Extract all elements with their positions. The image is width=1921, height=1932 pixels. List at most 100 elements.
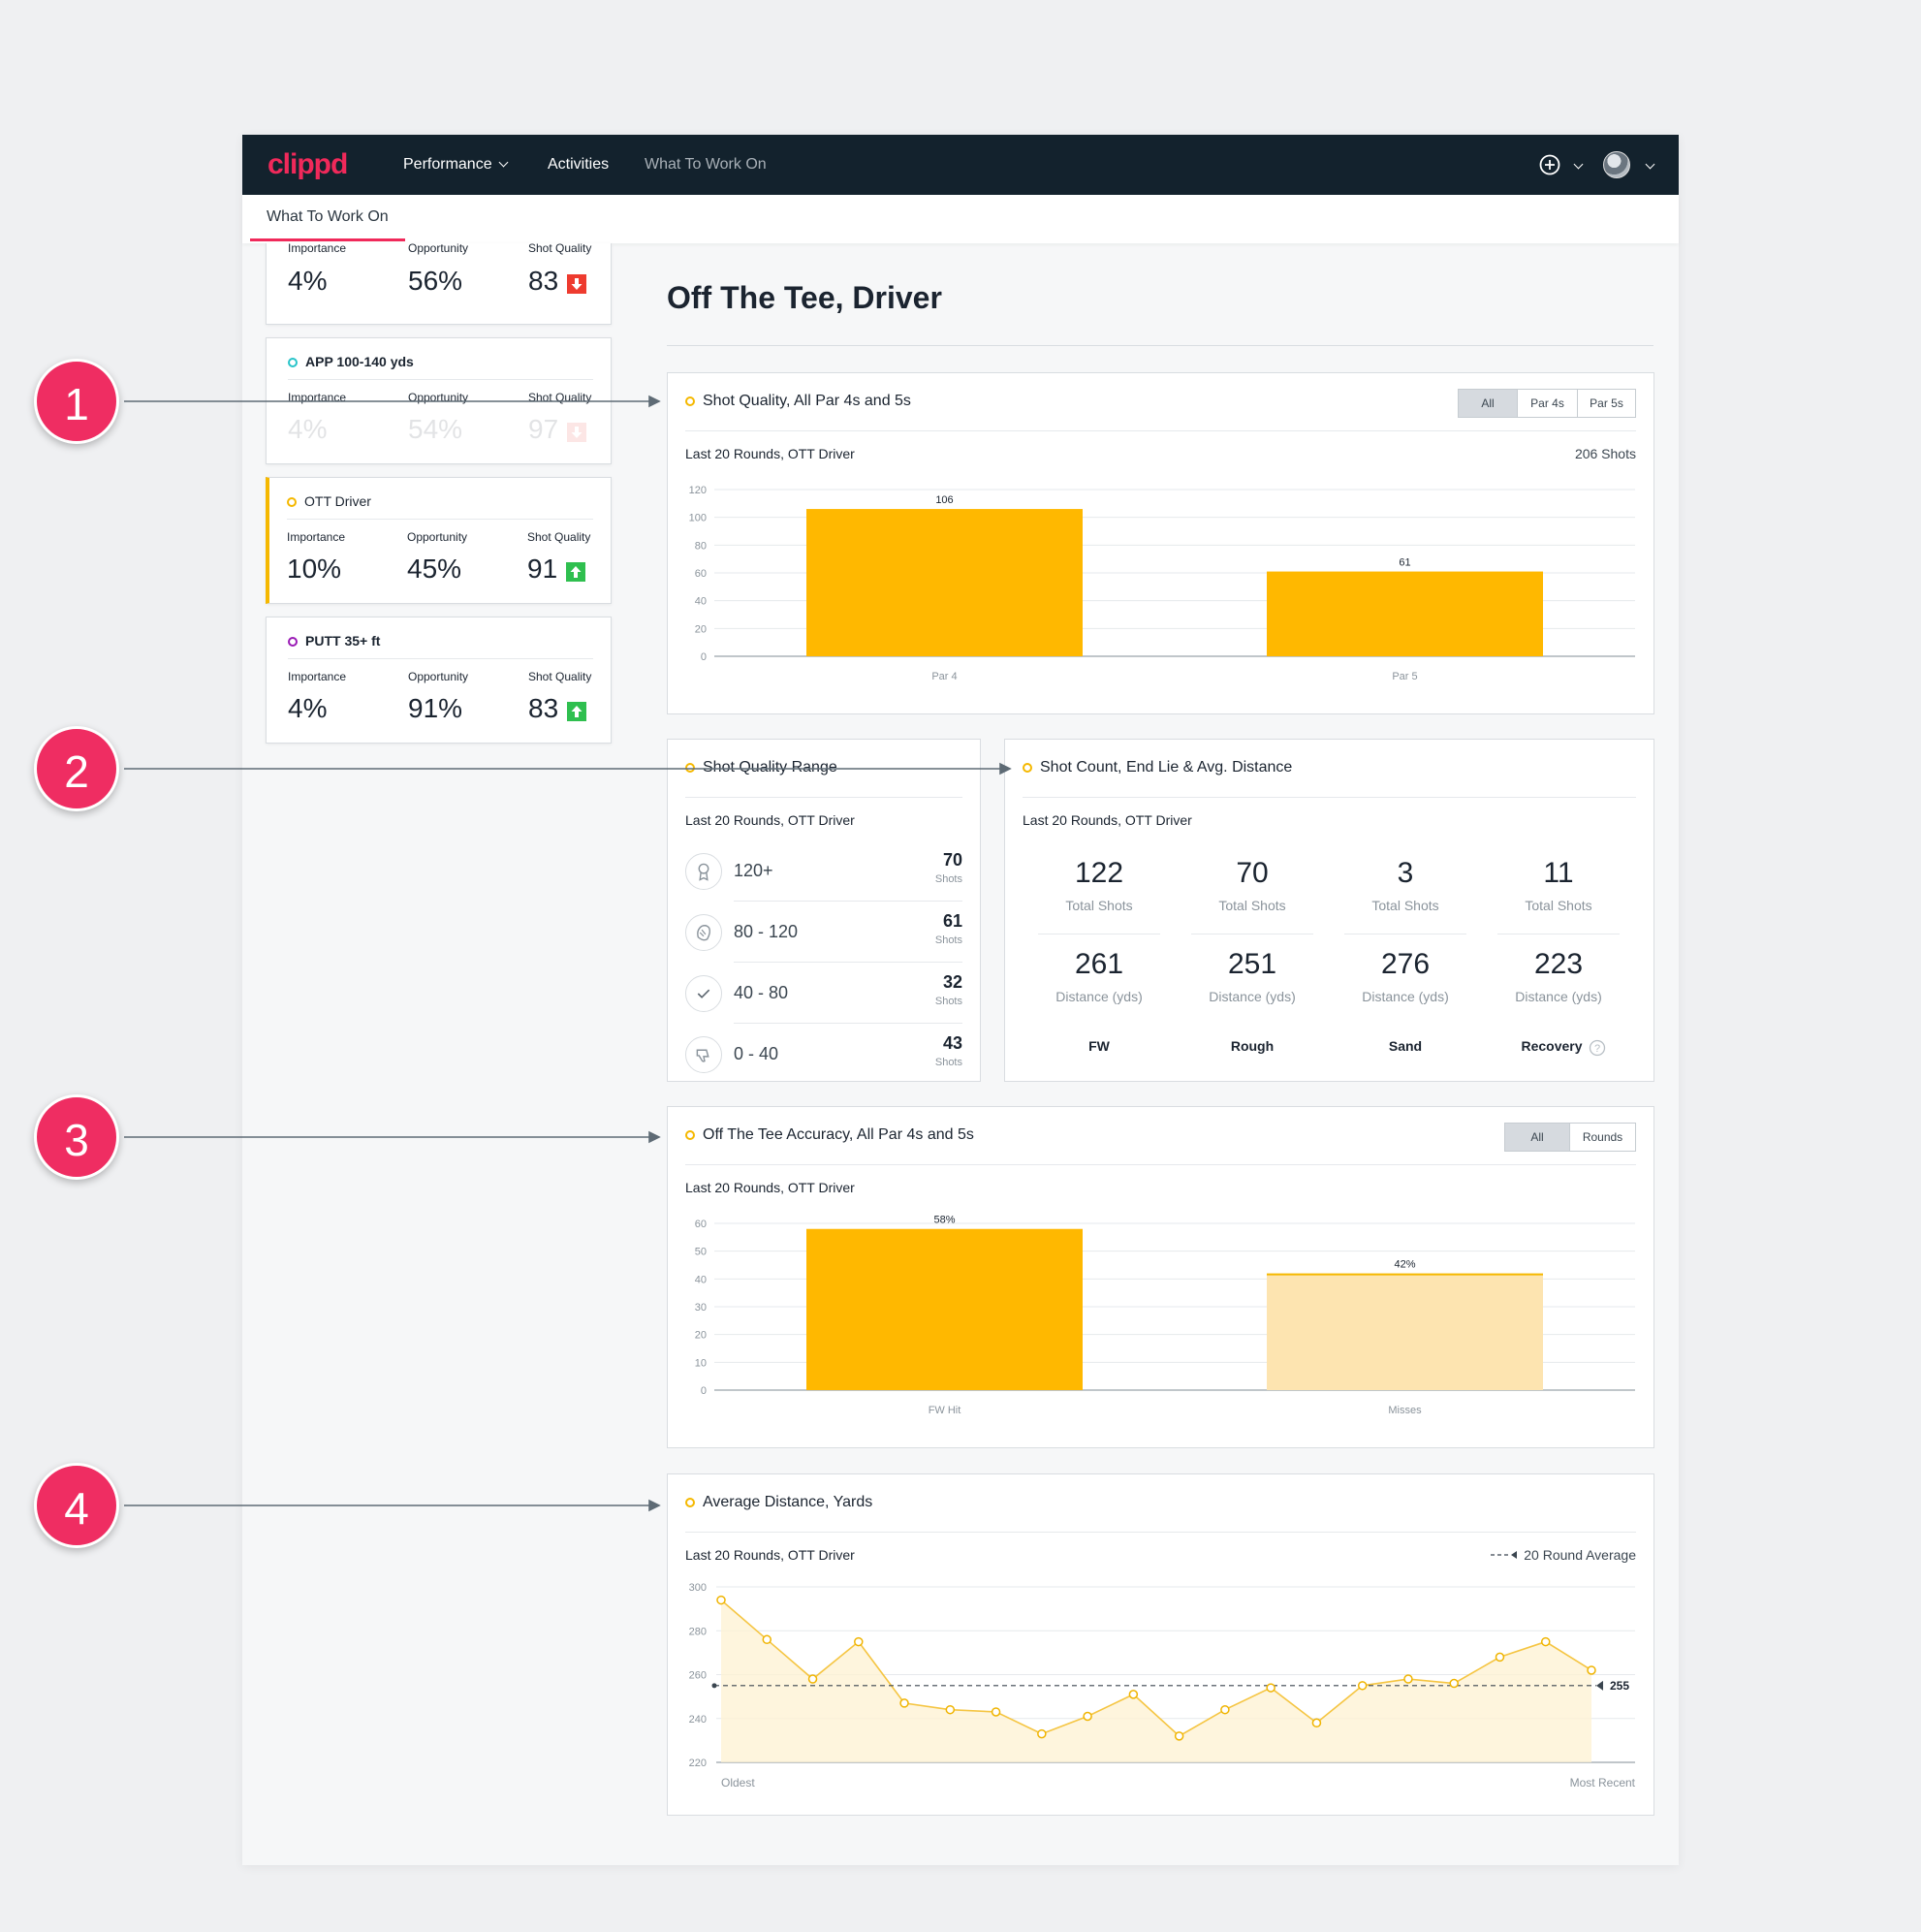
card-title: PUTT 35+ ft: [288, 633, 380, 649]
tab-what-to-work-on[interactable]: What To Work On: [267, 208, 389, 225]
filter-rounds[interactable]: Rounds: [1569, 1124, 1635, 1151]
range-row[interactable]: 0 - 40 43 Shots: [685, 1025, 962, 1085]
annotation-marker-3: 3: [34, 1094, 119, 1180]
bar-par-4: [806, 509, 1083, 656]
category-dot-icon: [288, 637, 298, 647]
panel-subtitle: Last 20 Rounds, OTT Driver: [685, 1547, 855, 1563]
y-tick-label: 0: [701, 651, 707, 663]
range-unit: Shots: [934, 934, 962, 946]
range-value: 43: [942, 1033, 962, 1053]
total-shots-recovery: 11 Total Shots: [1491, 857, 1626, 913]
chart-legend: 20 Round Average: [1491, 1547, 1636, 1563]
stat-value: 251: [1227, 948, 1277, 980]
shot-quality-range-panel: Shot Quality Range Last 20 Rounds, OTT D…: [667, 739, 981, 1082]
nav-what-to-work-on[interactable]: What To Work On: [645, 156, 767, 173]
average-line-marker: [1596, 1680, 1603, 1691]
data-point: [1449, 1678, 1459, 1689]
shot-quality-label: Shot Quality: [528, 391, 592, 404]
opportunity-value: 45%: [407, 554, 462, 584]
filter-all[interactable]: All: [1505, 1124, 1569, 1151]
data-point: [1587, 1665, 1596, 1675]
focus-card-selected[interactable]: OTT Driver Importance Opportunity Shot Q…: [266, 477, 612, 604]
y-tick-label: 40: [695, 596, 707, 608]
panel-title: Shot Quality, All Par 4s and 5s: [685, 393, 911, 410]
category-dot-icon: [685, 396, 695, 406]
user-avatar[interactable]: [1603, 151, 1630, 178]
total-shots-sand: 3 Total Shots: [1338, 857, 1473, 913]
focus-card[interactable]: APP 100-140 yds Importance Opportunity S…: [266, 337, 612, 464]
annotation-marker-1: 1: [34, 359, 119, 444]
range-row[interactable]: 40 - 80 32 Shots: [685, 964, 962, 1024]
shot-quality-value: 97: [528, 414, 559, 444]
average-distance-line-chart: 220 240 260 280 300 255 Oldest Most Recent: [689, 1582, 1636, 1789]
accuracy-bar-chart: 0 10 20 30 40 50 60 58% FW Hit 42% Misses: [695, 1215, 1635, 1416]
card-title-text: OTT Driver: [304, 493, 371, 509]
panel-subtitle: Last 20 Rounds, OTT Driver: [685, 446, 855, 461]
data-point: [716, 1595, 726, 1605]
focus-card[interactable]: Importance Opportunity Shot Quality 4% 5…: [266, 241, 612, 325]
x-end-label: Most Recent: [1570, 1776, 1636, 1789]
range-unit: Shots: [934, 873, 962, 885]
data-point: [991, 1707, 1001, 1717]
importance-value: 4%: [288, 693, 328, 723]
app-window: clippd Performance Activities What To Wo…: [242, 135, 1679, 1865]
trend-up-icon: [567, 702, 586, 721]
chevron-down-icon[interactable]: [1645, 159, 1655, 170]
panel-title-text: Off The Tee Accuracy, All Par 4s and 5s: [703, 1126, 974, 1143]
lie-label-rough: Rough: [1230, 1038, 1275, 1054]
distance-rough: 251 Distance (yds): [1184, 948, 1320, 1004]
add-circle-icon[interactable]: [1538, 153, 1561, 176]
panel-title: Average Distance, Yards: [685, 1494, 872, 1511]
nav-activities[interactable]: Activities: [548, 156, 610, 173]
filter-par-4s[interactable]: Par 4s: [1517, 390, 1577, 417]
panel-title: Shot Quality Range: [685, 759, 837, 776]
chevron-down-icon: [498, 157, 509, 168]
importance-label: Importance: [287, 530, 346, 544]
filter-all[interactable]: All: [1459, 390, 1517, 417]
opportunity-label: Opportunity: [408, 391, 469, 404]
focus-card[interactable]: PUTT 35+ ft Importance Opportunity Shot …: [266, 617, 612, 744]
annotation-marker-4: 4: [34, 1463, 119, 1548]
help-icon[interactable]: ?: [1589, 1039, 1606, 1057]
range-unit: Shots: [934, 996, 962, 1007]
trend-up-icon: [566, 562, 585, 582]
range-value: 32: [942, 972, 962, 992]
y-tick-label: 60: [695, 568, 707, 580]
divider: [685, 797, 962, 798]
active-tab-indicator: [250, 238, 405, 241]
distance-fw: 261 Distance (yds): [1031, 948, 1167, 1004]
divider: [1023, 797, 1636, 798]
data-point: [1037, 1728, 1047, 1739]
divider: [734, 1023, 962, 1024]
opportunity-value: 54%: [408, 414, 463, 444]
nav-performance[interactable]: Performance: [403, 135, 509, 195]
y-tick-label: 50: [695, 1247, 707, 1258]
svg-text:?: ?: [1594, 1043, 1600, 1055]
series-line: [720, 1599, 1592, 1737]
data-point: [1540, 1636, 1551, 1647]
range-label: 40 - 80: [734, 983, 789, 1002]
importance-value: 4%: [288, 266, 328, 296]
data-point: [899, 1698, 909, 1708]
range-row[interactable]: 80 - 120 61 Shots: [685, 903, 962, 963]
y-tick-label: 60: [695, 1219, 707, 1230]
opportunity-label: Opportunity: [407, 530, 468, 544]
clippd-logo[interactable]: clippd: [268, 148, 348, 180]
chevron-down-icon[interactable]: [1573, 159, 1584, 170]
x-tick-label: Par 4: [931, 671, 957, 682]
filter-par-5s[interactable]: Par 5s: [1577, 390, 1635, 417]
range-row[interactable]: 120+ 70 Shots: [685, 841, 962, 902]
data-point: [1403, 1674, 1413, 1684]
panel-title-text: Shot Count, End Lie & Avg. Distance: [1040, 759, 1293, 776]
y-tick-label: 220: [689, 1758, 707, 1769]
y-tick-label: 20: [695, 623, 707, 635]
category-dot-icon: [1023, 763, 1032, 773]
divider: [288, 379, 593, 380]
importance-label: Importance: [288, 670, 347, 683]
card-title: APP 100-140 yds: [288, 354, 414, 369]
y-tick-label: 20: [695, 1330, 707, 1342]
stat-label: Total Shots: [1371, 898, 1439, 913]
divider: [734, 962, 962, 963]
opportunity-value: 56%: [408, 266, 463, 296]
data-label: 61: [1399, 557, 1410, 569]
